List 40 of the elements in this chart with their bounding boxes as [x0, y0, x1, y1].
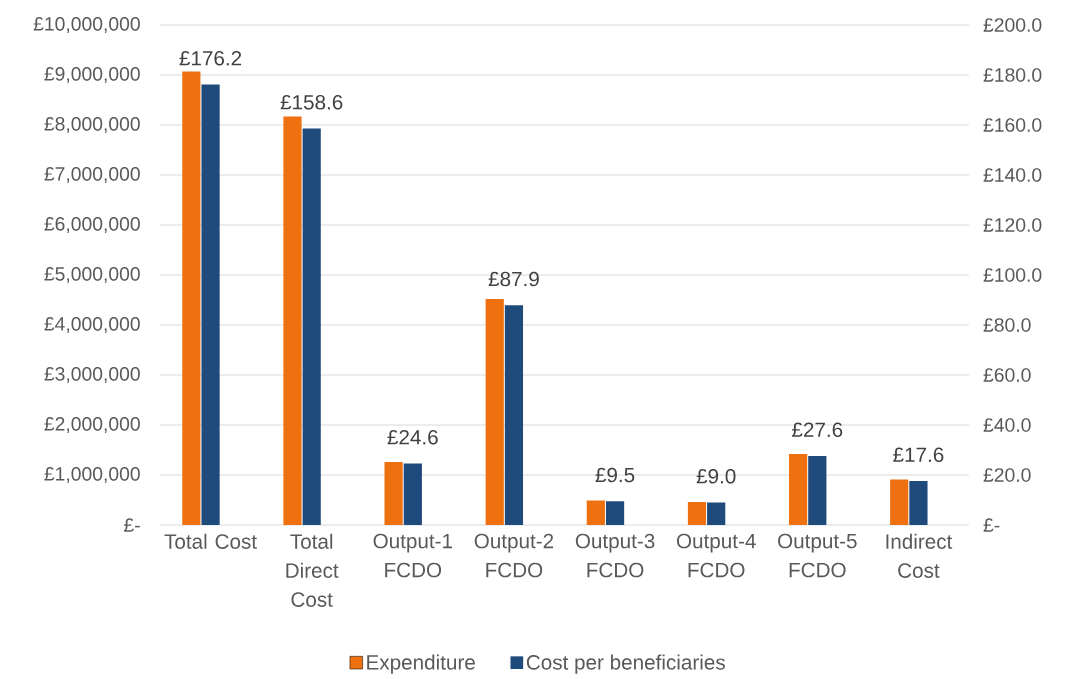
y-tick-label: £6,000,000 — [44, 217, 140, 233]
y2-tick-label: £- — [983, 518, 1000, 532]
data-label: £27.6 — [792, 422, 843, 438]
y-tick-label: £7,000,000 — [44, 167, 140, 183]
x-tick-label: Output-2 FCDO — [474, 533, 554, 578]
y2-tick-label: £180.0 — [983, 68, 1042, 82]
data-label: £17.6 — [893, 447, 944, 463]
data-label: £158.6 — [280, 94, 343, 110]
x-tick-label: Output-3 FCDO — [575, 533, 655, 578]
y-tick-label: £5,000,000 — [44, 267, 140, 283]
y2-tick-label: £60.0 — [983, 368, 1031, 382]
data-label: £87.9 — [488, 271, 539, 287]
y-tick-label: £2,000,000 — [44, 417, 140, 433]
x-tick-label: Indirect Cost — [886, 533, 953, 578]
data-label: £9.5 — [595, 467, 635, 483]
legend-label: Expenditure — [367, 654, 475, 674]
x-tick-label: Output-4 FCDO — [676, 533, 756, 578]
legend-label: Cost per beneficiaries — [526, 654, 725, 674]
x-tick-label: Output-1 FCDO — [373, 533, 452, 578]
y2-tick-label: £140.0 — [983, 168, 1042, 182]
y2-tick-label: £200.0 — [983, 18, 1042, 32]
x-tick-label: Total Direct Cost — [286, 533, 339, 607]
y2-tick-label: £160.0 — [983, 118, 1042, 132]
y2-tick-label: £120.0 — [983, 218, 1042, 232]
x-tick-label: Total Cost — [164, 533, 257, 549]
y-tick-label: £1,000,000 — [44, 467, 140, 483]
y2-tick-label: £100.0 — [983, 268, 1042, 282]
data-label: £9.0 — [696, 468, 736, 484]
data-label: £176.2 — [179, 50, 242, 66]
y-tick-label: £10,000,000 — [33, 17, 140, 33]
y-tick-label: £8,000,000 — [44, 117, 140, 133]
y2-tick-label: £20.0 — [983, 468, 1031, 482]
x-tick-label: Output-5 FCDO — [778, 533, 857, 578]
y2-tick-label: £40.0 — [983, 418, 1031, 432]
data-label: £24.6 — [387, 429, 438, 445]
y-tick-label: £3,000,000 — [44, 367, 140, 383]
y-tick-label: £4,000,000 — [44, 317, 140, 333]
y-tick-label: £- — [123, 518, 140, 532]
y2-tick-label: £80.0 — [983, 318, 1031, 332]
y-tick-label: £9,000,000 — [44, 67, 140, 83]
